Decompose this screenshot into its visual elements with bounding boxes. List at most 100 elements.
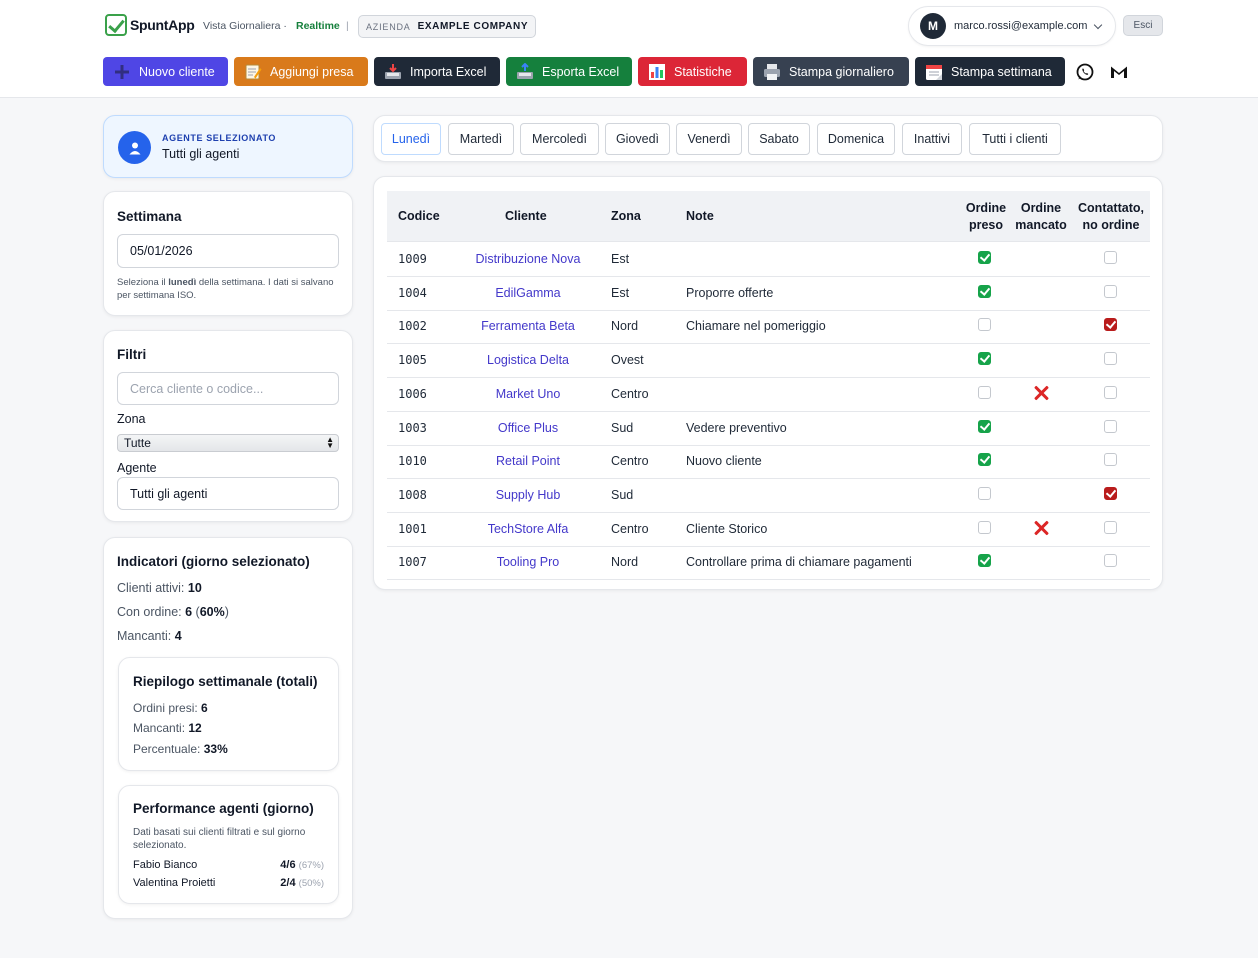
contacted-no-order-checkbox[interactable]: [1104, 352, 1117, 366]
client-code: 1009: [398, 252, 427, 266]
client-link[interactable]: TechStore Alfa: [487, 521, 569, 536]
header-client: Cliente: [505, 209, 547, 223]
client-link[interactable]: EdilGamma: [495, 285, 561, 300]
agent-filter-label: Agente: [117, 461, 157, 475]
agent-performance-row: Fabio Bianco 4/6 (67%): [133, 859, 324, 871]
client-code: 1010: [398, 454, 427, 469]
clients-table: Codice Cliente Zona Note Ordine preso Ord…: [373, 176, 1163, 590]
weekly-orders: Ordini presi: 6: [133, 701, 208, 715]
table-row[interactable]: 1002 Ferramenta Beta Nord Chiamare nel pome…: [387, 310, 1150, 345]
client-code: 1002: [398, 319, 427, 334]
contacted-no-order-checkbox[interactable]: [1104, 318, 1117, 332]
order-taken-checkbox[interactable]: [978, 419, 991, 433]
order-taken-checkbox[interactable]: [978, 251, 991, 264]
table-row[interactable]: 1009 Distribuzione Nova Est: [387, 243, 1150, 277]
table-row[interactable]: 1003 Office Plus Sud Vedere preventivo: [387, 412, 1150, 446]
client-link[interactable]: Distribuzione Nova: [475, 252, 581, 266]
whatsapp-icon[interactable]: [1071, 57, 1099, 86]
client-code: 1005: [398, 353, 427, 368]
agent-performance-card: Performance agenti (giorno) Dati basati …: [118, 785, 339, 904]
table-row[interactable]: 1007 Tooling Pro Nord Controllare prima di …: [387, 546, 1150, 581]
order-missed-x-icon[interactable]: [1033, 520, 1049, 536]
order-missed-x-icon[interactable]: [1033, 385, 1049, 401]
tab-inattivi[interactable]: Inattivi: [902, 123, 962, 155]
client-link[interactable]: Retail Point: [496, 454, 560, 469]
tab-venerdi[interactable]: Venerdì: [676, 123, 742, 155]
print-week-button[interactable]: Stampa settimana: [915, 57, 1065, 86]
header-code: Codice: [398, 209, 440, 223]
agent-filter-input[interactable]: Tutti gli agenti: [117, 477, 339, 510]
tab-mercoledi[interactable]: Mercoledì: [520, 123, 599, 155]
client-link[interactable]: Ferramenta Beta: [481, 319, 575, 334]
bar-chart-icon: [648, 63, 666, 81]
contacted-no-order-checkbox[interactable]: [1104, 284, 1117, 298]
table-row[interactable]: 1004 EdilGamma Est Proporre offerte: [387, 277, 1150, 311]
tab-tutti-i-clienti[interactable]: Tutti i clienti: [969, 123, 1061, 155]
tab-domenica[interactable]: Domenica: [817, 123, 895, 155]
client-note: Proporre offerte: [686, 285, 774, 300]
week-date-input[interactable]: 05/01/2026: [117, 234, 339, 268]
order-taken-checkbox[interactable]: [978, 486, 991, 500]
client-link[interactable]: Market Uno: [495, 386, 561, 401]
tab-giovedi[interactable]: Giovedì: [605, 123, 670, 155]
day-tabs: Lunedì Martedì Mercoledì Giovedì Venerdì…: [373, 115, 1163, 162]
agent-performance-row: Valentina Proietti 2/4 (50%): [133, 877, 324, 889]
new-client-label: Nuovo cliente: [139, 64, 215, 79]
client-code: 1007: [398, 555, 427, 570]
order-taken-checkbox[interactable]: [978, 520, 991, 534]
search-placeholder: Cerca cliente o codice...: [130, 381, 264, 396]
tab-martedi[interactable]: Martedì: [448, 123, 514, 155]
order-taken-checkbox[interactable]: [978, 318, 991, 332]
user-menu[interactable]: M marco.rossi@example.com: [908, 6, 1116, 46]
client-zone: Centro: [611, 521, 649, 536]
tab-lunedi[interactable]: Lunedì: [381, 123, 441, 155]
order-taken-checkbox[interactable]: [978, 453, 991, 467]
weekly-percentage: Percentuale: 33%: [133, 742, 228, 756]
client-link[interactable]: Logistica Delta: [487, 353, 569, 368]
filters-card: Filtri Cerca cliente o codice... Zona Tu…: [103, 330, 353, 522]
client-link[interactable]: Tooling Pro: [496, 555, 560, 570]
print-day-button[interactable]: Stampa giornaliero: [753, 57, 909, 86]
table-row[interactable]: 1005 Logistica Delta Ovest: [387, 344, 1150, 379]
table-row[interactable]: 1001 TechStore Alfa Centro Cliente Storico: [387, 513, 1150, 547]
tab-sabato[interactable]: Sabato: [748, 123, 810, 155]
client-code: 1001: [398, 521, 427, 536]
logout-button[interactable]: Esci: [1123, 15, 1163, 36]
contacted-no-order-checkbox[interactable]: [1104, 385, 1117, 399]
export-excel-button[interactable]: Esporta Excel: [506, 57, 632, 86]
statistics-button[interactable]: Statistiche: [638, 57, 747, 86]
new-client-button[interactable]: Nuovo cliente: [103, 57, 228, 86]
order-taken-checkbox[interactable]: [978, 284, 991, 298]
client-link[interactable]: Office Plus: [497, 420, 559, 435]
gmail-icon[interactable]: [1105, 57, 1133, 86]
header-ordered: Ordine preso: [965, 201, 1007, 232]
client-zone: Sud: [611, 487, 634, 502]
client-note: Cliente Storico: [686, 521, 768, 536]
week-hint: Seleziona il lunedì della settimana. I d…: [117, 277, 334, 301]
order-taken-checkbox[interactable]: [978, 385, 991, 399]
missing-clients: Mancanti: 4: [117, 629, 182, 643]
contacted-no-order-checkbox[interactable]: [1104, 251, 1117, 264]
table-header: Codice Cliente Zona Note Ordine preso Ord…: [387, 191, 1150, 242]
agent-name: Fabio Bianco: [133, 859, 198, 871]
import-excel-button[interactable]: Importa Excel: [374, 57, 500, 86]
zone-select[interactable]: Tutte ▲ ▼: [117, 434, 339, 452]
table-row[interactable]: 1008 Supply Hub Sud: [387, 479, 1150, 513]
client-note: Vedere preventivo: [686, 420, 787, 435]
contacted-no-order-checkbox[interactable]: [1104, 554, 1117, 568]
order-taken-checkbox[interactable]: [978, 554, 991, 568]
add-order-button[interactable]: Aggiungi presa: [234, 57, 368, 86]
order-taken-checkbox[interactable]: [978, 352, 991, 366]
search-input[interactable]: Cerca cliente o codice...: [117, 372, 339, 405]
table-row[interactable]: 1006 Market Uno Centro: [387, 378, 1150, 412]
table-row[interactable]: 1010 Retail Point Centro Nuovo cliente: [387, 445, 1150, 480]
indicators-card: Indicatori (giorno selezionato) Clienti …: [103, 537, 353, 919]
contacted-no-order-checkbox[interactable]: [1104, 486, 1117, 500]
client-link[interactable]: Supply Hub: [495, 487, 561, 502]
app-logo[interactable]: SpuntApp: [105, 14, 195, 36]
contacted-no-order-checkbox[interactable]: [1104, 419, 1117, 433]
contacted-no-order-checkbox[interactable]: [1104, 520, 1117, 534]
avatar: M: [920, 13, 946, 39]
add-order-label: Aggiungi presa: [270, 64, 354, 79]
contacted-no-order-checkbox[interactable]: [1104, 453, 1117, 467]
